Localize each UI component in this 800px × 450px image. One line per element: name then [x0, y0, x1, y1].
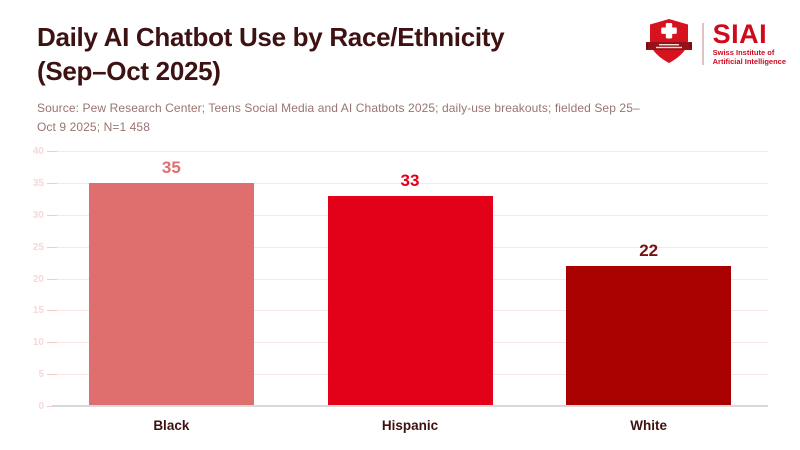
y-tick-mark	[47, 374, 57, 376]
gridline	[52, 151, 768, 152]
y-tick-label: 40	[32, 146, 44, 157]
y-tick-mark	[47, 214, 57, 216]
y-tick-label: 15	[32, 305, 44, 317]
logo-divider	[701, 22, 704, 65]
y-tick-mark	[47, 151, 57, 152]
y-tick-mark	[47, 278, 57, 280]
y-tick-mark	[47, 310, 57, 312]
y-tick-mark	[47, 342, 57, 344]
value-label-hispanic: 33	[400, 170, 420, 190]
x-axis-line	[52, 405, 768, 407]
logo-name-line-1: Swiss Institute of	[712, 48, 775, 57]
gridline	[52, 182, 768, 184]
y-tick-mark	[47, 182, 57, 184]
y-tick-label: 25	[32, 241, 44, 253]
bar-chart: 0 5 10 15 20 25 30 35 40 35 Black 33 Hispanic 22 White	[33, 147, 768, 433]
category-label-white: White	[630, 418, 668, 433]
category-label-hispanic: Hispanic	[381, 418, 439, 433]
source-note: Source: Pew Research Center; Teens Socia…	[37, 99, 657, 137]
bar-white	[566, 265, 732, 406]
y-tick-label: 30	[32, 209, 44, 221]
page-title-line-1: Daily AI Chatbot Use by Race/Ethnicity	[37, 22, 505, 52]
bar-hispanic	[327, 195, 493, 406]
y-tick-mark	[47, 246, 57, 248]
category-label-black: Black	[153, 418, 190, 433]
logo-acronym: SIAI	[712, 19, 768, 49]
siai-shield-icon	[645, 16, 693, 71]
y-tick-label: 35	[32, 177, 44, 189]
y-tick-label: 20	[32, 273, 44, 285]
y-tick-label: 5	[38, 369, 44, 381]
logo-name: Swiss Institute of Artificial Intelligen…	[713, 48, 786, 66]
logo-text: SIAI Swiss Institute of Artificial Intel…	[712, 19, 786, 67]
source-note-line-2: Oct 9 2025; N=1 458	[37, 120, 150, 134]
value-label-black: 35	[161, 157, 181, 177]
y-tick-label: 10	[32, 337, 44, 349]
source-note-line-1: Source: Pew Research Center; Teens Socia…	[37, 101, 640, 115]
page-title-line-2: (Sep–Oct 2025)	[37, 56, 221, 86]
logo-name-line-2: Artificial Intelligence	[712, 57, 786, 66]
siai-logo: SIAI Swiss Institute of Artificial Intel…	[645, 16, 786, 71]
y-tick-label: 0	[38, 401, 44, 412]
value-label-white: 22	[639, 240, 659, 260]
page-title: Daily AI Chatbot Use by Race/Ethnicity (…	[37, 20, 505, 88]
bar-black	[88, 182, 254, 406]
